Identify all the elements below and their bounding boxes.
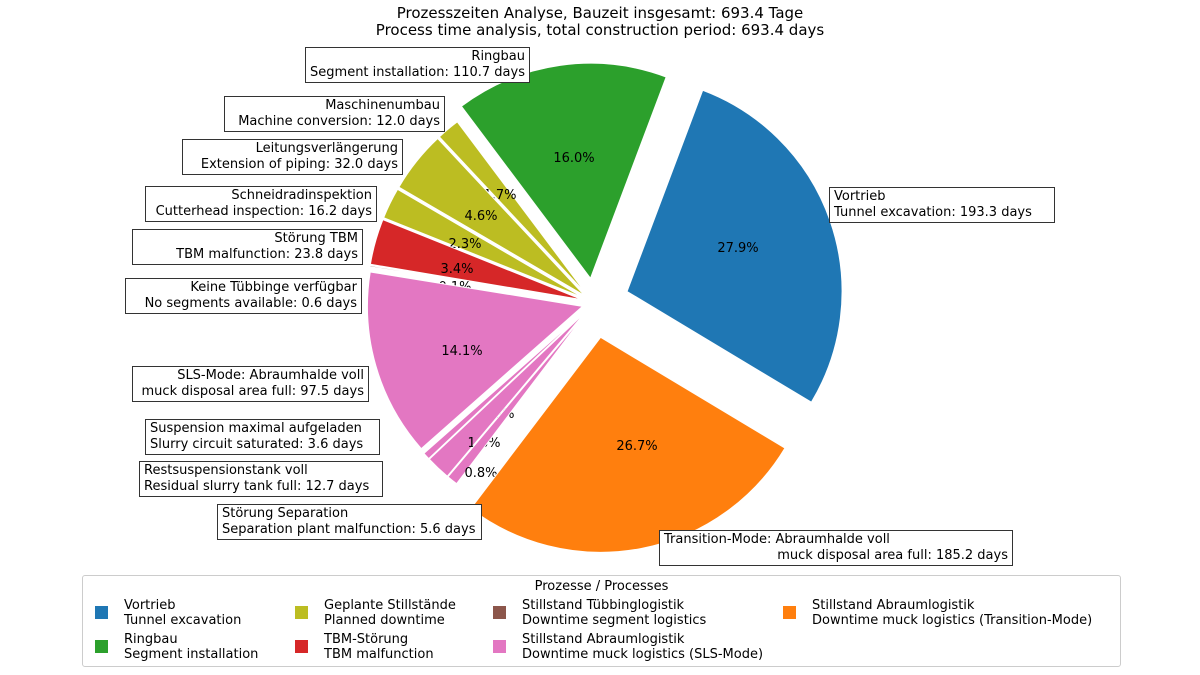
annotation-label-de: Restsuspensionstank voll bbox=[144, 463, 308, 478]
annotation-label-en: Residual slurry tank full: 12.7 days bbox=[144, 479, 370, 494]
legend-label-de: Stillstand Abraumlogistik bbox=[522, 632, 685, 647]
slice-annotation: Maschinenumbau Machine conversion: 12.0 d… bbox=[224, 96, 445, 132]
annotation-label-en: Slurry circuit saturated: 3.6 days bbox=[150, 437, 364, 452]
legend-label-en: TBM malfunction bbox=[324, 647, 434, 662]
legend-title: Prozesse / Processes bbox=[534, 579, 669, 594]
legend-swatch bbox=[95, 640, 108, 653]
percent-label: 4.6% bbox=[464, 209, 497, 224]
annotation-label-de: Schneidradinspektion bbox=[231, 188, 372, 203]
slice-annotation: Keine Tübbinge verfügbar No segments avai… bbox=[125, 278, 362, 314]
annotation-label-en: TBM malfunction: 23.8 days bbox=[176, 247, 358, 262]
pie-slice bbox=[383, 188, 584, 299]
legend-label-en: Downtime segment logistics bbox=[522, 613, 707, 628]
pie-slice bbox=[460, 62, 667, 280]
pie-slice bbox=[428, 311, 587, 477]
legend-swatch bbox=[493, 640, 506, 653]
slice-annotation: Ringbau Segment installation: 110.7 days bbox=[305, 47, 530, 83]
legend-swatch bbox=[783, 606, 796, 619]
percent-label: 26.7% bbox=[616, 439, 657, 454]
pie-slice bbox=[447, 312, 587, 485]
percent-label: 3.4% bbox=[440, 262, 473, 277]
legend-swatch bbox=[295, 640, 308, 653]
pie-slice bbox=[423, 310, 586, 460]
pie-slice bbox=[369, 219, 583, 301]
annotation-label-de: Vortrieb bbox=[834, 189, 886, 204]
pie-slice bbox=[398, 137, 585, 296]
legend-swatch bbox=[95, 606, 108, 619]
percent-label: 0.8% bbox=[464, 466, 497, 481]
annotation-label-de: Störung Separation bbox=[222, 506, 349, 521]
percent-label: 27.9% bbox=[717, 241, 758, 256]
annotation-label-en: Extension of piping: 32.0 days bbox=[200, 157, 398, 172]
slice-annotation: Restsuspensionstank voll Residual slurry … bbox=[139, 461, 383, 497]
annotation-label-de: Leitungsverlängerung bbox=[255, 141, 398, 156]
annotation-label-en: Separation plant malfunction: 5.6 days bbox=[222, 522, 476, 537]
slice-annotation: Störung Separation Separation plant malfu… bbox=[217, 504, 482, 540]
annotation-label-de: Ringbau bbox=[471, 49, 525, 64]
annotation-label-de: SLS-Mode: Abraumhalde voll bbox=[177, 368, 364, 383]
legend-label-de: Stillstand Abraumlogistik bbox=[812, 598, 975, 613]
annotation-label-en: Cutterhead inspection: 16.2 days bbox=[155, 204, 372, 219]
annotation-label-en: Segment installation: 110.7 days bbox=[310, 65, 525, 80]
percent-label: 2.3% bbox=[448, 237, 481, 252]
chart-title-en: Process time analysis, total constructio… bbox=[375, 21, 825, 39]
legend-label-en: Downtime muck logistics (SLS-Mode) bbox=[522, 647, 764, 662]
slice-annotation: Leitungsverlängerung Extension of piping:… bbox=[182, 139, 403, 175]
pie-slice bbox=[438, 121, 587, 295]
annotation-label-en: No segments available: 0.6 days bbox=[144, 296, 357, 311]
annotation-label-de: Suspension maximal aufgeladen bbox=[150, 421, 362, 436]
pie-slice bbox=[369, 264, 583, 302]
annotation-label-de: Maschinenumbau bbox=[325, 98, 440, 113]
legend-label-de: Geplante Stillstände bbox=[324, 598, 456, 613]
annotation-label-de: Transition-Mode: Abraumhalde voll bbox=[664, 532, 890, 547]
legend-label-en: Segment installation bbox=[124, 647, 259, 662]
slice-annotation: Transition-Mode: Abraumhalde voll muck di… bbox=[659, 530, 1013, 566]
slice-annotation: Vortrieb Tunnel excavation: 193.3 days bbox=[829, 187, 1055, 223]
legend-label-en: Downtime muck logistics (Transition-Mode… bbox=[812, 613, 1093, 628]
legend: Prozesse / Processes Vortrieb Tunnel exca… bbox=[82, 575, 1121, 667]
annotation-label-en: muck disposal area full: 185.2 days bbox=[777, 548, 1008, 563]
pie-slice bbox=[469, 336, 786, 553]
annotation-label-de: Keine Tübbinge verfügbar bbox=[190, 280, 357, 295]
legend-swatch bbox=[493, 606, 506, 619]
slice-annotation: SLS-Mode: Abraumhalde voll muck disposal … bbox=[132, 366, 369, 402]
annotation-label-en: muck disposal area full: 97.5 days bbox=[141, 384, 364, 399]
legend-label-de: Ringbau bbox=[124, 632, 178, 647]
slice-annotation: Störung TBM TBM malfunction: 23.8 days bbox=[132, 229, 363, 265]
percent-label: 14.1% bbox=[441, 344, 482, 359]
legend-label-de: Stillstand Tübbinglogistik bbox=[522, 598, 685, 613]
legend-label-en: Tunnel excavation bbox=[124, 613, 242, 628]
legend-label-de: TBM-Störung bbox=[324, 632, 409, 647]
annotation-label-en: Machine conversion: 12.0 days bbox=[238, 114, 440, 129]
legend-label-en: Planned downtime bbox=[324, 613, 445, 628]
pie-slice bbox=[366, 271, 584, 450]
slice-annotation: Suspension maximal aufgeladen Slurry circ… bbox=[145, 419, 380, 455]
annotation-label-de: Störung TBM bbox=[274, 231, 358, 246]
legend-label-de: Vortrieb bbox=[124, 598, 176, 613]
percent-label: 16.0% bbox=[553, 151, 594, 166]
annotation-label-en: Tunnel excavation: 193.3 days bbox=[834, 205, 1032, 220]
chart-title-de: Prozesszeiten Analyse, Bauzeit insgesamt… bbox=[396, 4, 804, 22]
slice-annotation: Schneidradinspektion Cutterhead inspectio… bbox=[145, 186, 377, 222]
legend-swatch bbox=[295, 606, 308, 619]
